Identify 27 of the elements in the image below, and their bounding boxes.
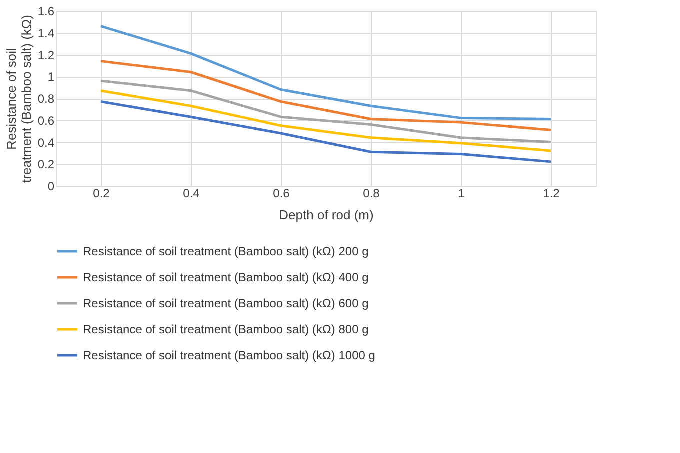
y-tick-label: 0.4 xyxy=(38,136,55,150)
legend-label: Resistance of soil treatment (Bamboo salt) (kΩ) 600 g xyxy=(83,296,369,310)
x-tick-label: 0.8 xyxy=(363,186,380,200)
y-axis-title: Resistance of soil treatment (Bamboo salt) (kΩ) xyxy=(4,15,34,183)
x-tick-label: 1.2 xyxy=(543,186,560,200)
x-axis-title: Depth of rod (m) xyxy=(279,208,374,222)
y-tick-label: 0 xyxy=(48,180,55,194)
y-tick-label: 1.4 xyxy=(38,26,55,40)
legend-label: Resistance of soil treatment (Bamboo salt) (kΩ) 1000 g xyxy=(83,348,376,362)
line-series xyxy=(100,80,552,144)
y-tick-label: 1.6 xyxy=(38,4,55,18)
y-tick-label: 0.6 xyxy=(38,114,55,128)
legend-label: Resistance of soil treatment (Bamboo salt) (kΩ) 400 g xyxy=(83,270,369,284)
x-tick-label: 0.6 xyxy=(273,186,290,200)
legend-label: Resistance of soil treatment (Bamboo salt) (kΩ) 200 g xyxy=(83,244,369,258)
line-series xyxy=(100,25,552,121)
line-series xyxy=(100,100,552,164)
legend-label: Resistance of soil treatment (Bamboo salt) (kΩ) 800 g xyxy=(83,322,369,336)
x-tick-label: 0.4 xyxy=(183,186,200,200)
x-tick-label: 1 xyxy=(458,186,466,200)
x-tick-label: 0.2 xyxy=(93,186,110,200)
y-tick-label: 0.2 xyxy=(38,158,55,172)
y-tick-label: 0.8 xyxy=(38,92,55,106)
line-series xyxy=(100,60,552,132)
y-tick-label: 1.2 xyxy=(38,48,55,62)
line-series xyxy=(100,90,552,152)
y-tick-label: 1 xyxy=(48,70,55,84)
